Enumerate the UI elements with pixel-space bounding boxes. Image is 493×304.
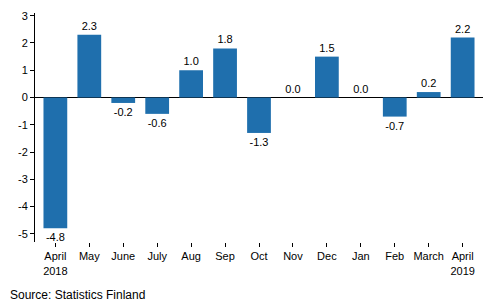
svg-text:2: 2 xyxy=(22,37,28,49)
svg-text:3: 3 xyxy=(22,10,28,22)
svg-text:-2: -2 xyxy=(18,146,28,158)
svg-text:-0.6: -0.6 xyxy=(148,117,167,129)
svg-text:-3: -3 xyxy=(18,173,28,185)
svg-text:1.5: 1.5 xyxy=(319,42,334,54)
svg-text:-0.7: -0.7 xyxy=(385,120,404,132)
svg-text:2.2: 2.2 xyxy=(455,23,470,35)
svg-text:0.2: 0.2 xyxy=(421,77,436,89)
svg-text:1.8: 1.8 xyxy=(217,33,232,45)
svg-text:1.0: 1.0 xyxy=(183,55,198,67)
svg-text:Feb: Feb xyxy=(385,250,404,262)
svg-text:March: March xyxy=(413,250,444,262)
svg-text:July: July xyxy=(147,250,167,262)
svg-text:-0.2: -0.2 xyxy=(114,106,133,118)
svg-text:April2019: April2019 xyxy=(450,250,474,276)
svg-text:0.0: 0.0 xyxy=(285,83,300,95)
svg-text:June: June xyxy=(111,250,135,262)
svg-text:Oct: Oct xyxy=(250,250,267,262)
svg-text:-1: -1 xyxy=(18,119,28,131)
svg-text:May: May xyxy=(79,250,100,262)
svg-text:-1.3: -1.3 xyxy=(250,136,269,148)
svg-text:-5: -5 xyxy=(18,228,28,240)
svg-text:Nov: Nov xyxy=(283,250,303,262)
svg-text:2.3: 2.3 xyxy=(82,20,97,32)
svg-text:Sep: Sep xyxy=(215,250,235,262)
svg-text:-4: -4 xyxy=(18,200,28,212)
svg-text:0: 0 xyxy=(22,91,28,103)
svg-text:Dec: Dec xyxy=(317,250,337,262)
svg-text:Jan: Jan xyxy=(352,250,370,262)
svg-text:-4.8: -4.8 xyxy=(46,231,65,243)
svg-text:0.0: 0.0 xyxy=(353,83,368,95)
svg-text:1: 1 xyxy=(22,64,28,76)
svg-text:Aug: Aug xyxy=(181,250,201,262)
svg-text:Source: Statistics Finland: Source: Statistics Finland xyxy=(10,288,145,302)
svg-text:April2018: April2018 xyxy=(43,250,67,276)
